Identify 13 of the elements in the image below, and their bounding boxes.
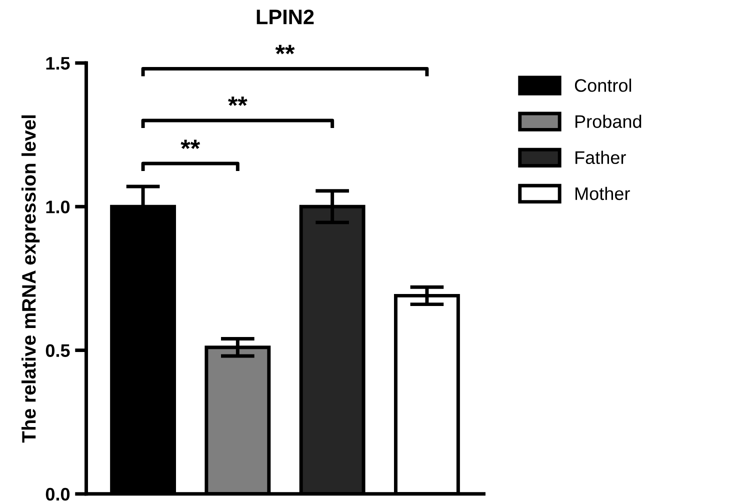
legend-label: Proband <box>576 114 642 128</box>
annotation: ** <box>180 140 200 150</box>
legend-label: Father <box>576 150 626 164</box>
legend-label: Mother <box>576 186 630 200</box>
y-tick-label: 1.0 <box>46 200 70 214</box>
chart-title: LPIN2 <box>256 10 314 24</box>
y-axis-title: The relative mRNA expression level <box>22 115 40 443</box>
annotation: ** <box>228 96 248 106</box>
y-tick-label: 0.5 <box>46 344 70 357</box>
text: ** <box>275 44 295 54</box>
y-tick-label: 0.0 <box>46 488 70 501</box>
y-tick-label: 1.5 <box>46 57 70 70</box>
legend-label: Control <box>574 78 632 92</box>
